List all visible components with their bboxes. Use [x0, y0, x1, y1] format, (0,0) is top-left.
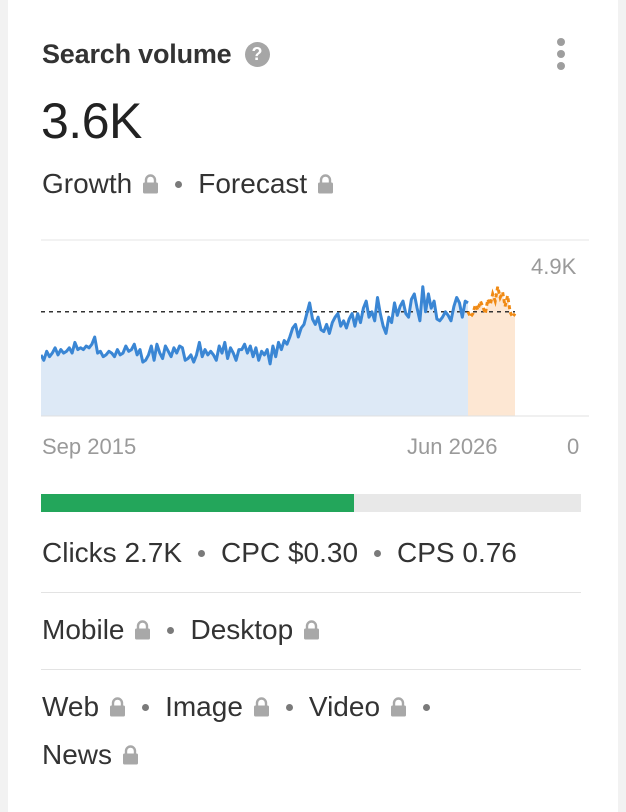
x-end-label: Jun 2026 — [407, 434, 498, 459]
device-row: Mobile Desktop — [42, 614, 320, 646]
kebab-dot — [557, 62, 565, 70]
lock-icon[interactable] — [303, 620, 320, 640]
cps-metric: CPS 0.76 — [397, 537, 517, 568]
kebab-dot — [557, 38, 565, 46]
progress-fill — [41, 494, 355, 512]
search-volume-card: Search volume ? 3.6K Growth Forecast 4.9… — [8, 0, 618, 812]
mobile-label[interactable]: Mobile — [42, 614, 125, 645]
separator-dot — [198, 549, 206, 557]
separator-dot — [374, 549, 382, 557]
history-line — [41, 285, 469, 366]
x-start-label: Sep 2015 — [42, 434, 137, 459]
divider — [41, 669, 581, 670]
cpc-metric: CPC $0.30 — [221, 537, 359, 568]
growth-label[interactable]: Growth — [42, 168, 133, 199]
type-row: Web Image Video — [42, 691, 446, 723]
type-row-continued: News — [42, 739, 139, 771]
help-icon[interactable]: ? — [244, 41, 270, 67]
kebab-dot — [557, 50, 565, 58]
growth-forecast-row: Growth Forecast — [42, 168, 334, 200]
kebab-menu-icon[interactable] — [553, 38, 569, 70]
lock-icon[interactable] — [253, 697, 270, 717]
lock-icon[interactable] — [122, 745, 139, 765]
clicks-progress-bar — [41, 494, 581, 512]
y-min-label: 0 — [567, 434, 580, 459]
lock-icon[interactable] — [109, 697, 126, 717]
lock-icon[interactable] — [142, 174, 159, 194]
divider — [41, 592, 581, 593]
clicks-metric: Clicks 2.7K — [42, 537, 183, 568]
card-title: Search volume — [42, 38, 232, 69]
desktop-label[interactable]: Desktop — [190, 614, 294, 645]
video-label[interactable]: Video — [308, 691, 381, 722]
lock-icon[interactable] — [317, 174, 334, 194]
separator-dot — [142, 703, 150, 711]
lock-icon[interactable] — [390, 697, 407, 717]
separator-dot — [423, 703, 431, 711]
image-label[interactable]: Image — [165, 691, 243, 722]
news-label[interactable]: News — [42, 739, 113, 770]
search-volume-value: 3.6K — [41, 93, 142, 149]
metrics-row: Clicks 2.7K CPC $0.30 CPS 0.76 — [42, 537, 517, 569]
lock-icon[interactable] — [134, 620, 151, 640]
separator-dot — [167, 626, 175, 634]
forecast-label[interactable]: Forecast — [198, 168, 308, 199]
web-label[interactable]: Web — [42, 691, 100, 722]
forecast-line — [466, 286, 517, 321]
separator-dot — [285, 703, 293, 711]
separator-dot — [175, 180, 183, 188]
forecast-area — [468, 286, 515, 416]
search-volume-chart — [41, 239, 589, 417]
y-max-label: 4.9K — [531, 254, 577, 279]
card-header: Search volume ? — [42, 36, 270, 72]
